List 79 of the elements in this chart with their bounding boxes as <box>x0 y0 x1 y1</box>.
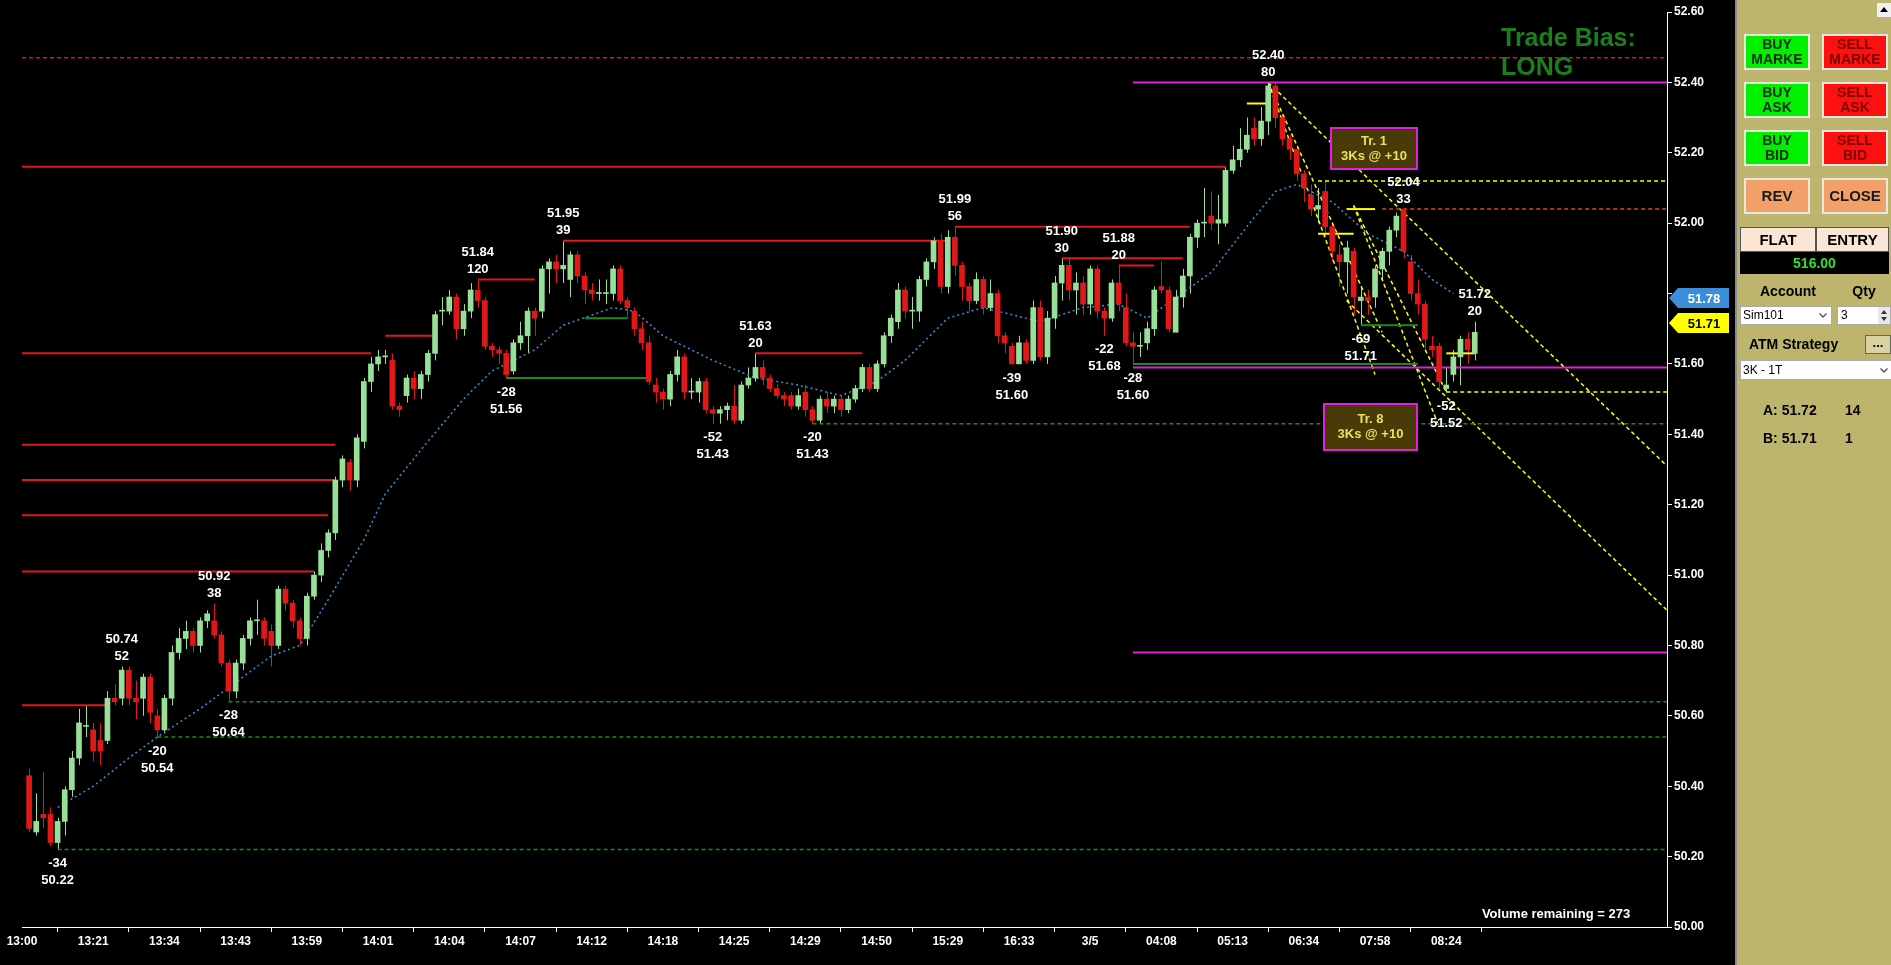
annotation: Tr. 8 3Ks @ +10 <box>1337 411 1404 442</box>
x-tick-label: 15:29 <box>932 933 964 948</box>
x-tick-label: 14:07 <box>505 933 537 948</box>
text: 3 <box>1837 306 1891 325</box>
y-tick-label: 52.60 <box>1674 4 1705 19</box>
text: Account <box>1759 283 1817 299</box>
y-tick-label: 52.00 <box>1674 215 1705 230</box>
y-tick-label: 51.60 <box>1674 356 1705 371</box>
text: 51.78 <box>1687 290 1721 306</box>
annotation: Trade Bias: LONG <box>1501 22 1636 80</box>
y-tick-label: 50.00 <box>1674 919 1705 934</box>
annotation: 51.99 56 <box>938 191 972 224</box>
annotation: Volume remaining = 273 <box>1481 905 1631 921</box>
annotation: 51.95 39 <box>546 205 580 238</box>
x-tick-label: 16:33 <box>1003 933 1035 948</box>
text: 51.71 <box>1687 315 1721 331</box>
text: FLAT <box>1740 227 1816 252</box>
annotation: 51.72 20 <box>1458 286 1491 319</box>
text: ENTRY <box>1816 227 1889 252</box>
x-tick-label: 13:43 <box>220 933 252 948</box>
x-tick-label: 14:01 <box>362 933 394 948</box>
text: ... <box>1865 335 1891 354</box>
annotation: -28 51.56 <box>489 383 523 416</box>
x-tick-label: 07:58 <box>1359 933 1391 948</box>
annotation: 50.74 52 <box>105 631 139 664</box>
text: 14 <box>1845 402 1861 418</box>
x-tick-label: 14:50 <box>861 933 893 948</box>
y-tick-label: 51.00 <box>1674 567 1705 582</box>
text: 3K - 1T <box>1740 360 1891 380</box>
annotation: -20 51.43 <box>796 429 829 462</box>
x-tick-label: 06:34 <box>1288 933 1320 948</box>
y-tick-label: 52.40 <box>1674 74 1705 89</box>
x-tick-label: 13:00 <box>6 933 38 948</box>
annotation: 51.84 120 <box>461 244 495 277</box>
x-tick-label: 13:21 <box>77 933 109 948</box>
y-tick-label: 51.20 <box>1674 497 1705 511</box>
text: 1 <box>1845 430 1853 446</box>
x-tick-label: 05:13 <box>1217 933 1249 948</box>
y-tick-label: 50.60 <box>1674 708 1705 723</box>
annotation: 51.63 20 <box>739 317 772 350</box>
x-tick-label: 14:25 <box>718 933 750 948</box>
x-tick-label: 08:24 <box>1430 933 1462 948</box>
x-tick-label: 13:59 <box>291 933 323 948</box>
x-tick-label: 14:29 <box>789 933 821 948</box>
annotation: -28 50.64 <box>212 707 246 740</box>
text: BUY MARKE <box>1744 34 1810 70</box>
annotation: Tr. 1 3Ks @ +10 <box>1341 132 1407 163</box>
x-tick-label: 3/5 <box>1081 933 1099 948</box>
text: BUY BID <box>1744 130 1810 166</box>
annotation: -39 51.60 <box>995 369 1029 402</box>
text: ATM Strategy <box>1749 336 1840 352</box>
x-tick-label: 14:12 <box>576 933 608 948</box>
y-tick-label: 50.80 <box>1674 637 1705 652</box>
annotation: -52 51.43 <box>696 429 730 462</box>
text: A: 51.72 <box>1763 402 1817 418</box>
x-tick-label: 04:08 <box>1146 933 1178 948</box>
annotation: -34 50.22 <box>41 855 74 888</box>
y-tick-label: 50.40 <box>1674 778 1705 793</box>
text: 516.00 <box>1740 252 1889 274</box>
x-tick-label: 14:04 <box>433 933 465 948</box>
text: Sim101 <box>1740 306 1832 325</box>
x-tick-label: 13:34 <box>149 933 181 948</box>
y-tick-label: 50.20 <box>1674 848 1705 863</box>
text: SELL ASK <box>1822 82 1888 118</box>
annotation: 50.92 38 <box>198 567 231 600</box>
y-tick-label: 52.20 <box>1674 145 1705 160</box>
text: SELL BID <box>1822 130 1888 166</box>
y-tick-label: 51.40 <box>1674 426 1705 441</box>
x-tick-label: 14:18 <box>647 933 679 948</box>
annotation: -52 51.52 <box>1429 397 1463 430</box>
text: SELL MARKE <box>1822 34 1888 70</box>
annotation: 52.40 80 <box>1251 46 1285 79</box>
text: CLOSE <box>1822 178 1888 214</box>
annotation: -20 50.54 <box>141 742 175 775</box>
text: B: 51.71 <box>1763 430 1817 446</box>
text: Qty <box>1851 283 1877 299</box>
text: REV <box>1744 178 1810 214</box>
text: BUY ASK <box>1744 82 1810 118</box>
annotation: -69 51.71 <box>1344 330 1378 363</box>
